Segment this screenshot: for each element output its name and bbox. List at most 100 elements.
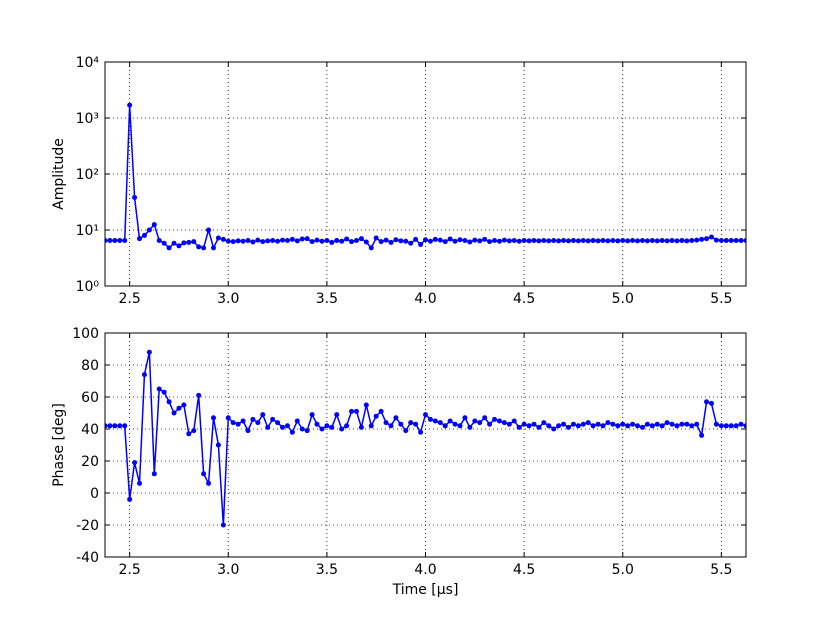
data-point	[743, 237, 746, 243]
data-point	[447, 236, 453, 242]
data-point	[575, 423, 581, 429]
data-point	[733, 237, 739, 243]
data-point	[526, 238, 532, 244]
data-point	[501, 237, 507, 243]
data-point	[477, 238, 483, 244]
data-point	[206, 480, 212, 486]
data-point	[408, 240, 414, 246]
data-point	[718, 237, 724, 243]
data-point	[511, 237, 517, 243]
x-tick-label: 5.5	[710, 291, 732, 307]
data-point	[373, 235, 379, 241]
data-point	[713, 421, 719, 427]
data-point	[235, 238, 241, 244]
data-point	[171, 410, 177, 416]
data-point	[112, 423, 118, 429]
data-point	[161, 240, 167, 246]
data-point	[590, 237, 596, 243]
data-point	[363, 239, 369, 245]
data-point	[492, 237, 498, 243]
data-point	[255, 237, 261, 243]
data-point	[694, 421, 700, 427]
data-point	[664, 238, 670, 244]
data-point	[146, 349, 152, 355]
data-point	[600, 237, 606, 243]
data-point	[250, 239, 256, 245]
data-point	[659, 423, 665, 429]
x-tick-label: 2.5	[119, 291, 141, 307]
data-point	[105, 423, 108, 429]
data-point	[151, 222, 157, 228]
data-point	[551, 237, 557, 243]
data-point	[600, 423, 606, 429]
data-point	[383, 420, 389, 426]
y-tick-label: 10²	[76, 167, 99, 183]
y-tick-label: 100	[72, 326, 99, 342]
data-point	[679, 421, 685, 427]
data-point	[398, 238, 404, 244]
data-point	[452, 421, 458, 427]
data-point	[467, 239, 473, 245]
data-point	[605, 238, 611, 244]
data-point	[324, 423, 330, 429]
y-tick-label: 10³	[76, 111, 99, 127]
data-point	[353, 408, 359, 414]
data-point	[166, 245, 172, 251]
data-point	[561, 421, 567, 427]
data-point	[280, 424, 286, 430]
data-point	[644, 421, 650, 427]
data-point	[186, 431, 192, 437]
data-point	[565, 238, 571, 244]
data-point	[635, 423, 641, 429]
data-point	[536, 424, 542, 430]
data-point	[526, 423, 532, 429]
data-point	[610, 421, 616, 427]
data-point	[708, 234, 714, 240]
data-point	[521, 237, 527, 243]
data-point	[708, 400, 714, 406]
data-point	[240, 238, 246, 244]
data-point	[358, 236, 364, 242]
data-point	[137, 236, 143, 242]
data-point	[442, 239, 448, 245]
data-point	[363, 402, 369, 408]
data-point	[728, 423, 734, 429]
data-point	[561, 237, 567, 243]
data-point	[423, 412, 428, 418]
data-point	[649, 237, 655, 243]
data-point	[427, 238, 433, 244]
data-point	[161, 389, 167, 395]
data-point	[743, 423, 746, 429]
y-tick-label: 40	[81, 422, 99, 438]
x-tick-label: 3.5	[316, 291, 338, 307]
data-point	[378, 239, 384, 245]
data-point	[733, 423, 739, 429]
data-point	[284, 423, 290, 429]
data-point	[659, 237, 665, 243]
data-line	[105, 352, 746, 526]
data-point	[196, 392, 202, 398]
data-point	[674, 423, 680, 429]
data-point	[615, 423, 621, 429]
data-point	[649, 423, 655, 429]
data-point	[575, 238, 581, 244]
y-tick-label: 10⁴	[76, 55, 100, 71]
y-tick-label: 20	[81, 454, 99, 470]
x-tick-label: 4.5	[513, 562, 535, 578]
data-point	[684, 421, 690, 427]
data-point	[210, 245, 216, 251]
data-point	[521, 421, 527, 427]
y-tick-label: -20	[76, 518, 99, 534]
data-point	[630, 237, 636, 243]
data-point	[699, 432, 705, 438]
data-point	[492, 416, 498, 422]
data-point	[620, 237, 626, 243]
data-point	[181, 402, 187, 408]
data-point	[220, 522, 226, 528]
data-point	[349, 239, 355, 245]
data-point	[615, 238, 621, 244]
data-point	[452, 238, 458, 244]
x-tick-label: 4.5	[513, 291, 535, 307]
y-tick-label: 80	[81, 358, 99, 374]
data-point	[437, 420, 443, 426]
